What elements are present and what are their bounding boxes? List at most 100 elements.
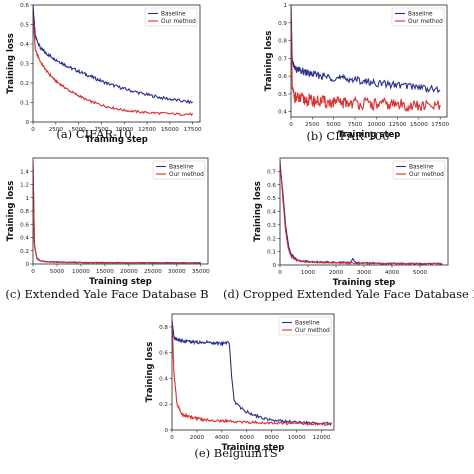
y-tick-label: 0.1 xyxy=(267,250,276,256)
series-line-our-method xyxy=(172,320,332,426)
series-line-baseline xyxy=(33,164,201,264)
series-line-our-method xyxy=(33,14,194,117)
y-tick-label: 0.4 xyxy=(20,236,29,242)
x-tick-label: 0 xyxy=(289,122,293,128)
legend-entry: Our method xyxy=(161,19,196,25)
x-tick-label: 8000 xyxy=(265,435,280,441)
y-tick-label: 1.2 xyxy=(20,183,29,189)
x-tick-label: 5000 xyxy=(413,270,428,276)
legend-entry: Baseline xyxy=(408,12,433,18)
x-tick-label: 1000 xyxy=(301,270,316,276)
y-tick-label: 0.3 xyxy=(267,223,276,229)
x-tick-label: 15000 xyxy=(410,122,428,128)
chart-panel-4: 0 1000 2000 3000 4000 5000 0 0.1 0.2 0.3 0.4 0.5 0.6… xyxy=(223,157,474,301)
y-tick-label: 0.6 xyxy=(20,222,29,228)
y-tick-label: 0 xyxy=(25,120,29,126)
x-tick-label: 2000 xyxy=(329,270,344,276)
legend-entry: Baseline xyxy=(295,321,320,327)
y-tick-label: 0.4 xyxy=(159,376,168,382)
y-tick-label: 0.6 xyxy=(20,3,29,9)
y-tick-label: 1 xyxy=(283,3,287,9)
legend-entry: Baseline xyxy=(169,165,194,171)
y-tick-label: 1.4 xyxy=(20,169,29,175)
y-axis-label: Training loss xyxy=(264,31,274,92)
x-axis-label: Training step xyxy=(333,278,396,288)
x-axis-label: Training step xyxy=(338,130,401,140)
panel-caption: (d) Cropped Extended Yale Face Database … xyxy=(223,287,474,301)
y-tick-label: 0.6 xyxy=(267,183,276,189)
x-axis-label: Training step xyxy=(222,443,285,453)
legend-entry: Our method xyxy=(169,172,204,178)
x-tick-label: 12000 xyxy=(313,435,331,441)
y-tick-label: 0.8 xyxy=(20,209,29,215)
x-tick-label: 5000 xyxy=(72,127,87,133)
y-tick-label: 0.2 xyxy=(20,81,29,87)
x-tick-label: 2500 xyxy=(305,122,320,128)
y-tick-label: 0.6 xyxy=(278,74,287,80)
y-tick-label: 0 xyxy=(25,262,29,268)
series-line-our-method xyxy=(33,161,201,264)
panel-caption: (a) CIFAR-10 xyxy=(56,127,131,141)
x-tick-label: 15000 xyxy=(161,127,179,133)
x-tick-label: 3000 xyxy=(357,270,372,276)
y-tick-label: 0.4 xyxy=(278,110,287,116)
y-tick-label: 0 xyxy=(272,263,276,269)
x-tick-label: 12500 xyxy=(389,122,407,128)
y-tick-label: 0.8 xyxy=(278,39,287,45)
x-tick-label: 2500 xyxy=(49,127,64,133)
x-tick-label: 0 xyxy=(170,435,174,441)
x-tick-label: 25000 xyxy=(144,269,162,275)
series-line-baseline xyxy=(172,320,333,427)
panel-caption: (e) BelgiumTS xyxy=(194,446,277,460)
legend-entry: Our method xyxy=(409,172,444,178)
y-tick-label: 0.3 xyxy=(20,62,29,68)
y-tick-label: 0.2 xyxy=(20,249,29,255)
legend-entry: Baseline xyxy=(409,165,434,171)
x-tick-label: 35000 xyxy=(192,269,210,275)
y-tick-label: 0.5 xyxy=(20,23,29,29)
y-tick-label: 0.8 xyxy=(159,325,168,331)
y-tick-label: 0.9 xyxy=(278,21,287,27)
y-tick-label: 0.6 xyxy=(159,351,168,357)
y-tick-label: 0.2 xyxy=(267,236,276,242)
x-tick-label: 6000 xyxy=(240,435,255,441)
x-tick-label: 10000 xyxy=(367,122,385,128)
x-tick-label: 10000 xyxy=(288,435,306,441)
y-tick-label: 0.4 xyxy=(267,210,276,216)
chart-panel-1: 0 2500 5000 7500 10000 12500 15000 17500 0 0.1 0.2… xyxy=(6,3,202,145)
chart-panel-5: 0 2000 4000 6000 8000 10000 12000 0 0.2 0.4 0.6 0.8… xyxy=(145,313,335,460)
y-axis-label: Training loss xyxy=(145,342,155,403)
x-tick-label: 0 xyxy=(278,270,282,276)
y-axis-label: Training loss xyxy=(6,33,16,94)
x-axis-label: Training step xyxy=(85,135,148,145)
x-tick-label: 4000 xyxy=(385,270,400,276)
y-tick-label: 1 xyxy=(25,196,29,202)
x-tick-label: 15000 xyxy=(96,269,114,275)
x-tick-label: 10000 xyxy=(72,269,90,275)
y-tick-label: 0.5 xyxy=(267,196,276,202)
series-line-our-method xyxy=(291,13,441,112)
x-tick-label: 30000 xyxy=(168,269,186,275)
legend-entry: Our method xyxy=(408,19,443,25)
panel-caption: (c) Extended Yale Face Database B xyxy=(5,287,208,301)
x-tick-label: 12500 xyxy=(138,127,156,133)
series-line-baseline xyxy=(33,5,193,105)
series-line-baseline xyxy=(280,164,443,265)
chart-panel-2: 0 2500 5000 7500 10000 12500 15000 17500 0.4 0.5 0… xyxy=(264,3,450,143)
y-tick-label: 0.4 xyxy=(20,42,29,48)
y-tick-label: 0 xyxy=(164,428,168,434)
x-tick-label: 20000 xyxy=(120,269,138,275)
x-axis-label: Training step xyxy=(89,277,152,287)
x-tick-label: 0 xyxy=(31,127,35,133)
plot-frame xyxy=(290,4,448,118)
y-tick-label: 0.7 xyxy=(267,169,276,175)
x-tick-label: 7500 xyxy=(94,127,109,133)
legend-entry: Our method xyxy=(295,328,330,334)
x-tick-label: 17500 xyxy=(184,127,202,133)
panel-caption: (b) CIFAR-100 xyxy=(306,129,389,143)
x-tick-label: 5000 xyxy=(326,122,341,128)
